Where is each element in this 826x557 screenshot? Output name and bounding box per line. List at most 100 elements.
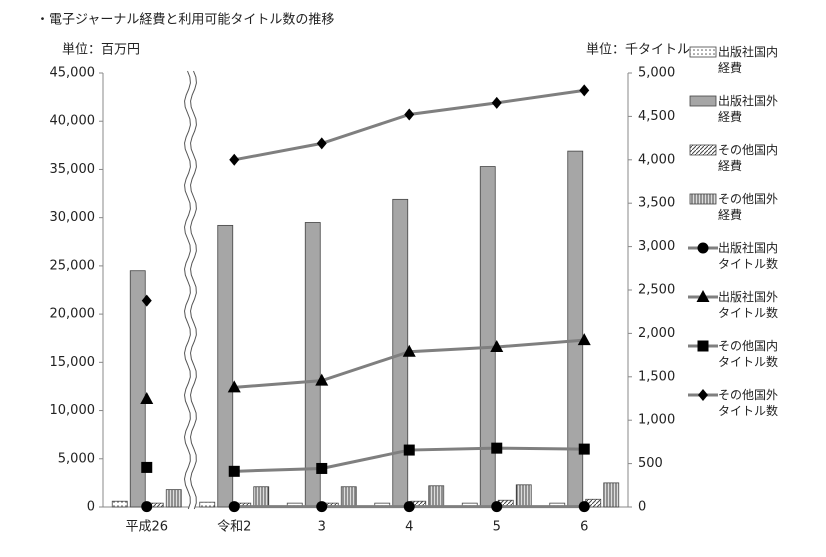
legend-key <box>689 144 717 156</box>
legend-key <box>688 290 718 302</box>
y-tick-label: 10,000 <box>50 403 96 418</box>
legend-swatch <box>689 193 717 205</box>
marker <box>315 373 329 386</box>
legend-item: 出版社国内タイトル数 <box>688 240 818 289</box>
legend-marker <box>698 389 708 401</box>
legend-item: その他国内タイトル数 <box>688 338 818 387</box>
marker <box>141 501 153 513</box>
y-tick-label: 40,000 <box>50 114 96 129</box>
marker <box>316 462 328 474</box>
y-tick-label: 0 <box>87 500 95 515</box>
legend-label: その他国外タイトル数 <box>718 388 779 418</box>
y-tick-label: 35,000 <box>50 162 96 177</box>
series-line <box>233 88 585 162</box>
x-tick-label: 5 <box>493 520 501 535</box>
legend-item: その他国内経費 <box>688 142 818 191</box>
legend-key <box>689 193 717 205</box>
y2-tick-label: 2,000 <box>638 326 675 341</box>
legend-item: 出版社国外タイトル数 <box>688 289 818 338</box>
chart-title: ・電子ジャーナル経費と利用可能タイトル数の推移 <box>36 13 334 28</box>
bar <box>253 486 270 508</box>
marker <box>316 137 327 150</box>
legend-key <box>688 242 718 254</box>
bar <box>165 489 182 508</box>
y2-tick-label: 3,500 <box>638 196 675 211</box>
legend-label: 出版社国内タイトル数 <box>718 241 779 271</box>
x-tick-label: 令和2 <box>217 520 251 535</box>
legend-marker <box>696 290 710 302</box>
marker <box>491 501 503 513</box>
marker <box>579 84 590 97</box>
bar <box>217 224 234 508</box>
marker <box>577 333 591 346</box>
bar <box>479 166 496 508</box>
y-unit: 単位：百万円 <box>62 42 140 58</box>
y2-tick-label: 4,500 <box>638 109 675 124</box>
bar <box>111 500 128 508</box>
marker <box>227 380 241 393</box>
legend-key <box>688 340 718 352</box>
marker <box>316 501 328 513</box>
marker <box>402 344 416 357</box>
legend-label: その他国内経費 <box>718 143 779 173</box>
marker <box>228 465 240 477</box>
legend-swatch <box>689 144 717 156</box>
legend-key <box>689 95 717 107</box>
y2-unit: 単位：千タイトル <box>586 42 690 58</box>
legend-marker <box>697 242 709 254</box>
marker <box>229 153 240 166</box>
legend-label: 出版社国外経費 <box>718 94 779 124</box>
marker <box>491 96 502 109</box>
marker <box>403 444 415 456</box>
y2-tick-label: 4,000 <box>638 152 675 167</box>
legend-marker <box>697 340 709 352</box>
bar <box>603 482 620 508</box>
bar <box>428 485 445 508</box>
y2-tick-label: 3,000 <box>638 239 675 254</box>
bar <box>129 270 146 508</box>
x-tick-label: 平成26 <box>125 520 168 535</box>
legend-label: その他国内タイトル数 <box>718 339 779 369</box>
legend-label: その他国外経費 <box>718 192 779 222</box>
marker <box>141 461 153 473</box>
axis-break <box>183 70 197 510</box>
y-tick-label: 25,000 <box>50 258 96 273</box>
y2-tick-label: 0 <box>638 500 646 515</box>
y-tick-label: 5,000 <box>58 451 95 466</box>
legend-label: 出版社国内経費 <box>718 45 779 75</box>
y-tick-label: 30,000 <box>50 210 96 225</box>
legend: 出版社国内経費 出版社国外経費 その他国内経費 その他国外経費 出版社国内タイトル数 出版… <box>688 44 818 436</box>
y2-tick-label: 1,500 <box>638 369 675 384</box>
marker <box>141 294 152 307</box>
legend-key <box>689 46 717 58</box>
legend-swatch <box>689 95 717 107</box>
legend-item: 出版社国外経費 <box>688 93 818 142</box>
y2-tick-label: 2,500 <box>638 283 675 298</box>
marker <box>491 442 503 454</box>
marker <box>578 501 590 513</box>
legend-key <box>688 389 718 401</box>
marker <box>228 501 240 513</box>
legend-label: 出版社国外タイトル数 <box>718 290 779 320</box>
y-tick-label: 20,000 <box>50 307 96 322</box>
legend-swatch <box>689 46 717 58</box>
marker <box>490 339 504 352</box>
marker <box>140 392 154 405</box>
x-tick-label: 3 <box>318 520 326 535</box>
y-tick-label: 45,000 <box>50 66 96 81</box>
bar <box>340 486 357 508</box>
legend-item: 出版社国内経費 <box>688 44 818 93</box>
bar <box>199 501 216 508</box>
y2-tick-label: 1,000 <box>638 413 675 428</box>
x-tick-label: 4 <box>405 520 413 535</box>
y2-tick-label: 500 <box>638 456 663 471</box>
marker <box>578 443 590 455</box>
legend-item: その他国外タイトル数 <box>688 387 818 436</box>
x-tick-label: 6 <box>580 520 588 535</box>
bar <box>515 484 532 508</box>
y-tick-label: 15,000 <box>50 355 96 370</box>
legend-item: その他国外経費 <box>688 191 818 240</box>
marker <box>403 501 415 513</box>
